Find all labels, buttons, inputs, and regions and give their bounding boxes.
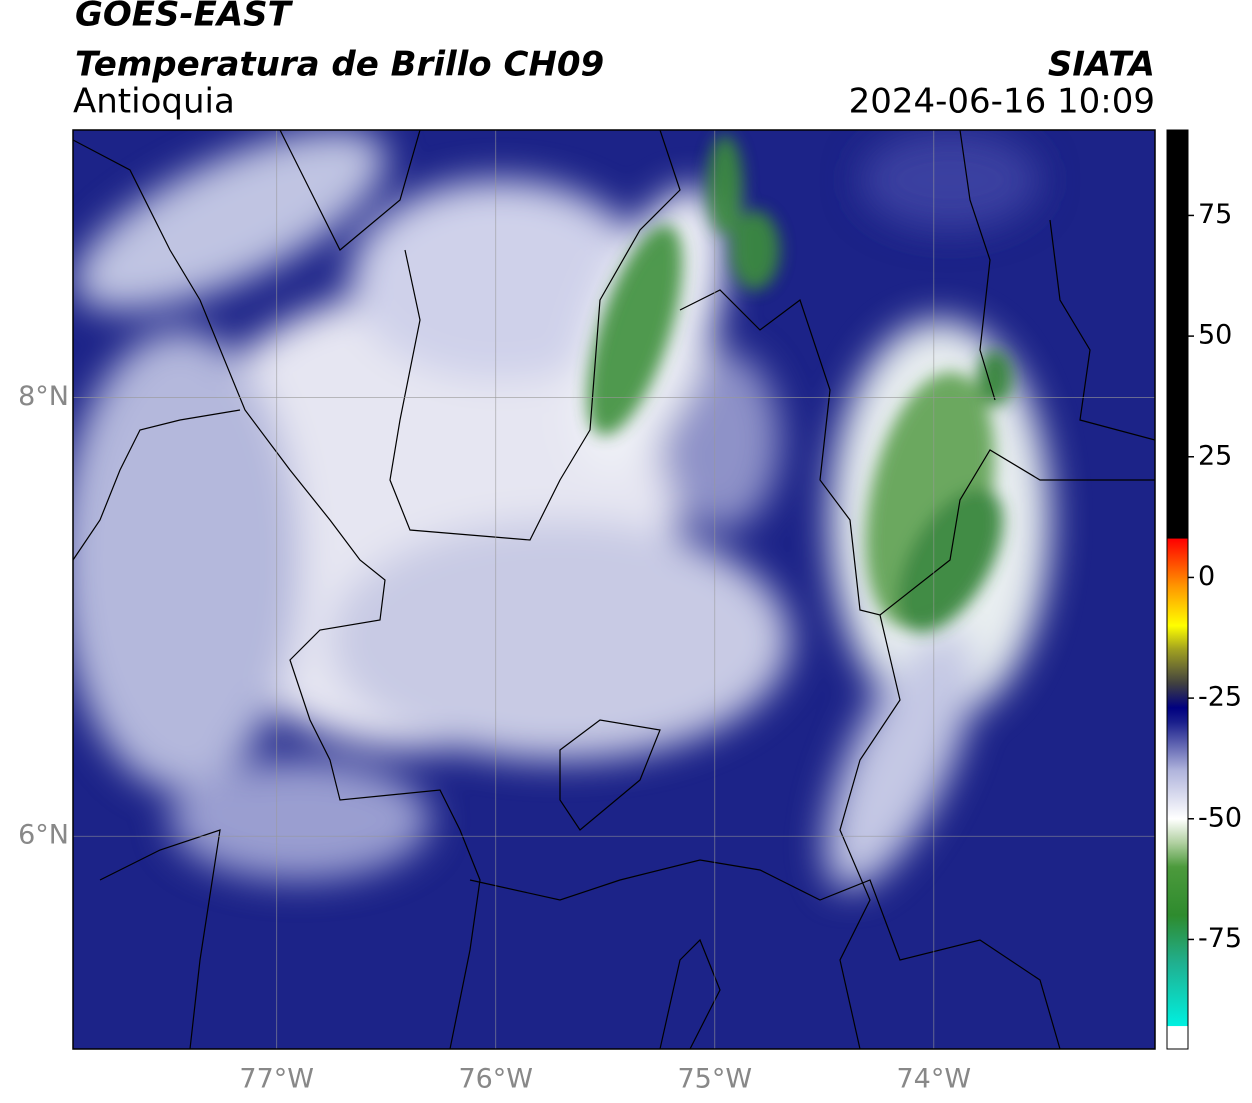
x-tick-label: 75°W [677, 1064, 752, 1095]
colorbar-tick-label: 0 [1198, 561, 1215, 592]
map-frame [72, 129, 1156, 1050]
y-tick-label: 6°N [18, 820, 69, 851]
colorbar-tick-label: 75 [1198, 199, 1232, 230]
datetime: 2024-06-16 10:09 [849, 82, 1155, 122]
subtitle: Temperatura de Brillo CH09 [75, 45, 604, 85]
title: GOES-EAST [75, 0, 294, 35]
grid [73, 130, 1155, 1049]
source: SIATA [1048, 45, 1155, 85]
satellite-image [73, 130, 1155, 1049]
colorbar-tick-label: 50 [1198, 320, 1232, 351]
colorbar-tick-label: -50 [1198, 802, 1242, 833]
x-tick-label: 77°W [239, 1064, 314, 1095]
x-tick-label: 76°W [458, 1064, 533, 1095]
x-tick-label: 74°W [897, 1064, 972, 1095]
region: Antioquia [73, 82, 235, 122]
y-tick-label: 8°N [18, 381, 69, 412]
colorbar-tick-label: -25 [1198, 682, 1242, 713]
colorbar [1166, 129, 1189, 1050]
colorbar-tick-label: -75 [1198, 923, 1242, 954]
colorbar-tick-label: 25 [1198, 440, 1232, 471]
